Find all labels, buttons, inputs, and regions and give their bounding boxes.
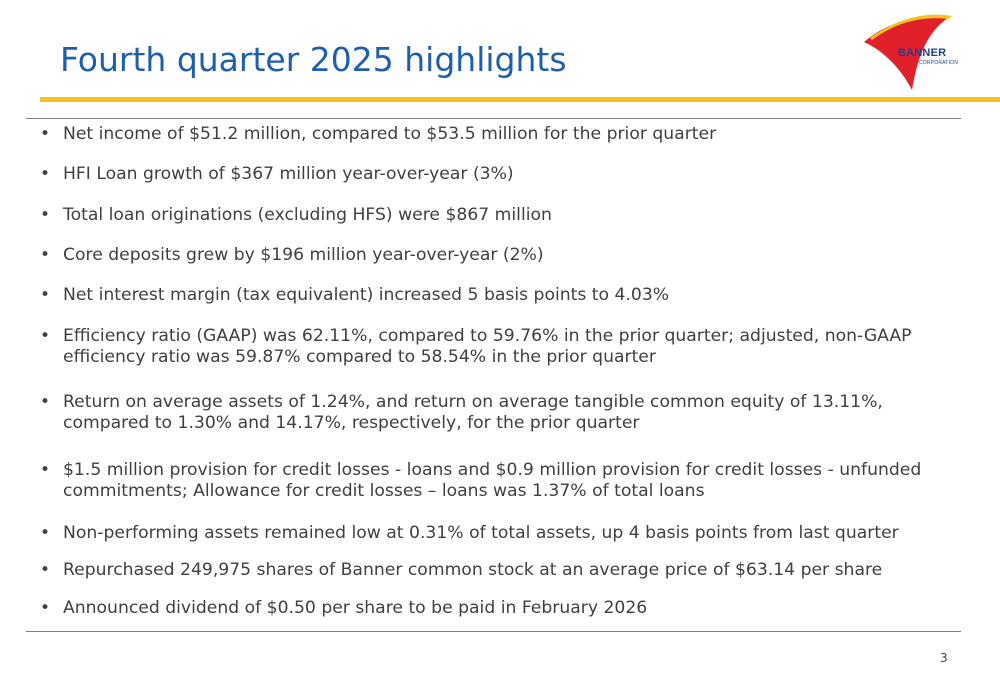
bullet-dot-icon: • [40, 285, 51, 305]
highlight-item: • Return on average assets of 1.24%, and … [40, 392, 960, 434]
logo-wordmark: BANNER [898, 47, 947, 59]
bullet-dot-icon: • [40, 560, 51, 580]
highlight-text: Net income of $51.2 million, compared to… [63, 124, 717, 144]
highlight-text: Repurchased 249,975 shares of Banner com… [63, 560, 883, 580]
highlight-item: • Announced dividend of $0.50 per share t… [40, 598, 960, 619]
content-bottom-rule [26, 631, 961, 632]
highlight-text: Total loan originations (excluding HFS) … [63, 205, 552, 225]
bullet-dot-icon: • [40, 124, 51, 144]
highlight-item: • Efficiency ratio (GAAP) was 62.11%, com… [40, 326, 960, 368]
highlight-text: Efficiency ratio (GAAP) was 62.11%, comp… [63, 326, 912, 367]
bullet-dot-icon: • [40, 598, 51, 618]
highlight-text: HFI Loan growth of $367 million year-ove… [63, 164, 514, 184]
slide-title: Fourth quarter 2025 highlights [60, 40, 567, 79]
bullet-dot-icon: • [40, 326, 51, 346]
highlight-item: • HFI Loan growth of $367 million year-ov… [40, 164, 960, 185]
bullet-dot-icon: • [40, 245, 51, 265]
highlight-text: Core deposits grew by $196 million year-… [63, 245, 544, 265]
bullet-dot-icon: • [40, 392, 51, 412]
highlight-text: $1.5 million provision for credit losses… [63, 460, 922, 501]
bullet-dot-icon: • [40, 205, 51, 225]
highlight-text: Net interest margin (tax equivalent) inc… [63, 285, 670, 305]
highlight-item: • Total loan originations (excluding HFS)… [40, 205, 960, 226]
logo-subtitle: CORPORATION [919, 60, 959, 66]
logo-yellow-swoosh [870, 14, 952, 40]
bullet-dot-icon: • [40, 164, 51, 184]
highlight-text: Non-performing assets remained low at 0.… [63, 523, 899, 543]
bullet-dot-icon: • [40, 523, 51, 543]
highlight-item: • Net interest margin (tax equivalent) in… [40, 285, 960, 306]
page-number: 3 [940, 651, 948, 665]
highlight-item: • Net income of $51.2 million, compared t… [40, 124, 960, 145]
highlight-text: Return on average assets of 1.24%, and r… [63, 392, 883, 433]
logo-red-sail [864, 16, 948, 91]
highlight-item: • Non-performing assets remained low at 0… [40, 523, 960, 544]
bullet-dot-icon: • [40, 460, 51, 480]
highlight-item: • Repurchased 249,975 shares of Banner co… [40, 560, 960, 581]
content-top-rule [26, 118, 961, 119]
highlight-item: • $1.5 million provision for credit losse… [40, 460, 960, 502]
title-underline [40, 97, 1000, 102]
banner-logo [864, 14, 952, 91]
highlight-text: Announced dividend of $0.50 per share to… [63, 598, 648, 618]
highlight-item: • Core deposits grew by $196 million year… [40, 245, 960, 266]
